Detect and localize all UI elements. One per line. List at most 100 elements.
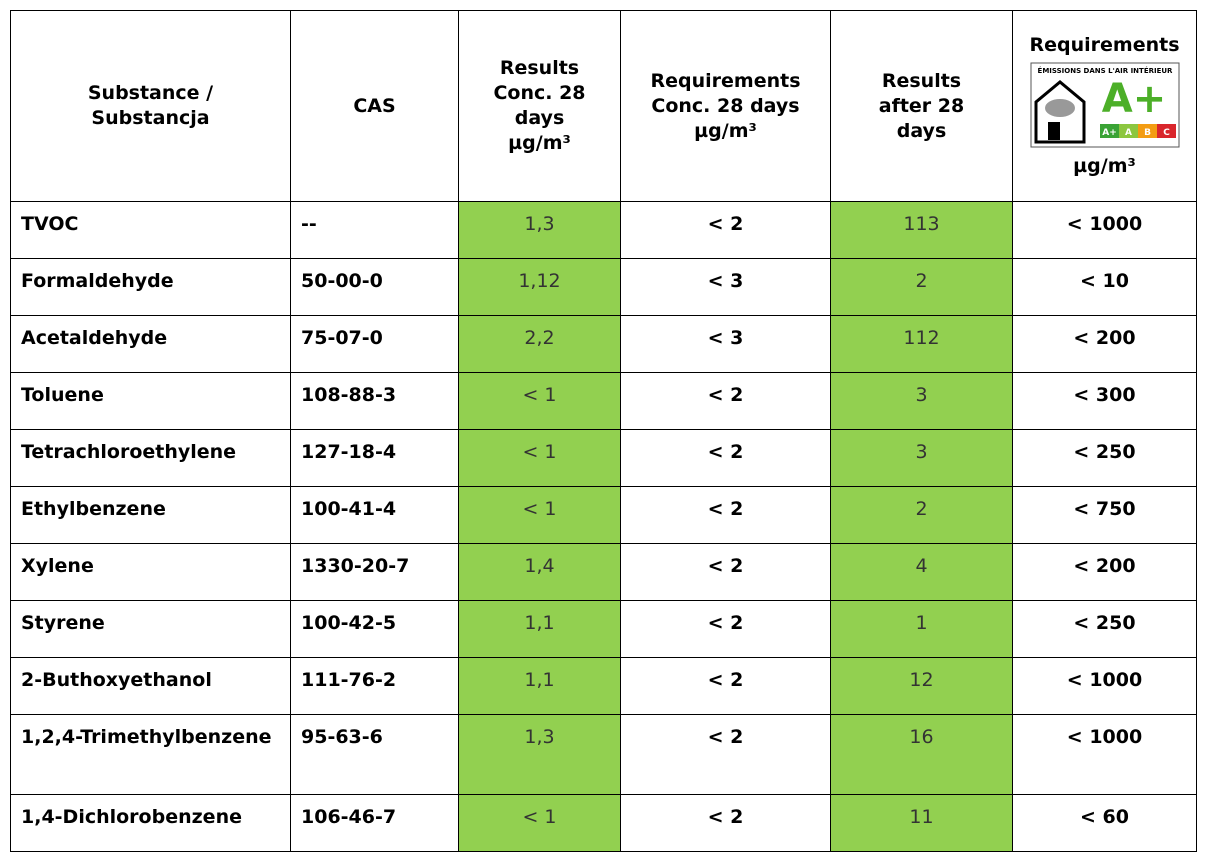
table-row: Tetrachloroethylene 127-18-4 < 1 < 2 3 < 250 [10,429,1197,487]
value-cell: < 300 [1012,372,1197,430]
value-cell: < 200 [1012,543,1197,601]
results-table: Substance / Substancja CAS Results Conc. 28 d… [10,10,1197,852]
header-line: Results [499,57,580,79]
value-cell: 106-46-7 [290,794,459,852]
value-cell: < 60 [1012,794,1197,852]
table-row: Ethylbenzene 100-41-4 < 1 < 2 2 < 750 [10,486,1197,544]
logo-class: B [1144,128,1151,138]
header-line: days [514,107,565,129]
header-cell: Results Conc. 28 days µg/m³ [458,10,621,202]
value-cell: < 1000 [1012,201,1197,259]
header-line: Conc. 28 days [651,94,800,117]
value-cell: 108-88-3 [290,372,459,430]
substance-cell: Styrene [10,600,291,658]
value-cell: < 2 [620,794,831,852]
logo-house [1034,80,1085,144]
value-cell: 1,4 [458,543,621,601]
value-cell: < 2 [620,486,831,544]
value-cell: < 2 [620,429,831,487]
header-line: days [896,119,947,142]
value-cell: 1,1 [458,657,621,715]
table-row: TVOC -- 1,3 < 2 113 < 1000 [10,201,1197,259]
value-cell: 75-07-0 [290,315,459,373]
logo-people [1047,122,1060,140]
substance-cell: TVOC [10,201,291,259]
value-cell: < 3 [620,315,831,373]
table-row: 1,2,4-Trimethylbenzene 95-63-6 1,3 < 2 16 < 1… [10,714,1197,795]
value-cell: 2 [830,486,1013,544]
header-line: µg/m³ [694,119,757,142]
header-cell: Requirements ÉMISSIONS DANS L'AIR INTÉRIE… [1012,10,1197,202]
header-line: Conc. 28 [493,82,586,104]
value-cell: < 1 [458,794,621,852]
value-cell: 1,1 [458,600,621,658]
substance-cell: Tetrachloroethylene [10,429,291,487]
value-cell: < 200 [1012,315,1197,373]
value-cell: < 3 [620,258,831,316]
value-cell: 111-76-2 [290,657,459,715]
substance-cell: 1,2,4-Trimethylbenzene [10,714,291,795]
logo-grade: A+ [1101,76,1165,122]
value-cell: < 1 [458,429,621,487]
header-cell: Requirements Conc. 28 days µg/m³ [620,10,831,202]
value-cell: < 250 [1012,600,1197,658]
value-cell: -- [290,201,459,259]
header-line: µg/m³ [1073,155,1136,177]
logo-class-box [1118,124,1138,138]
value-cell: 113 [830,201,1013,259]
substance-cell: Xylene [10,543,291,601]
value-cell: < 750 [1012,486,1197,544]
table-row: Formaldehyde 50-00-0 1,12 < 3 2 < 10 [10,258,1197,316]
header-line: Substancja [91,107,210,129]
table-row: Acetaldehyde 75-07-0 2,2 < 3 112 < 200 [10,315,1197,373]
table-row: Styrene 100-42-5 1,1 < 2 1 < 250 [10,600,1197,658]
logo-class-box [1137,124,1157,138]
value-cell: < 10 [1012,258,1197,316]
value-cell: < 2 [620,372,831,430]
value-cell: 2,2 [458,315,621,373]
header-line: after 28 [878,94,965,117]
logo-cloud [1044,99,1075,117]
value-cell: 100-41-4 [290,486,459,544]
substance-cell: Ethylbenzene [10,486,291,544]
header-row: Substance / Substancja CAS Results Conc. 28 d… [10,10,1197,202]
substance-cell: Acetaldehyde [10,315,291,373]
logo-class: C [1163,128,1170,138]
table-row: 2-Buthoxyethanol 111-76-2 1,1 < 2 12 < 1000 [10,657,1197,715]
value-cell: < 1 [458,372,621,430]
substance-cell: 2-Buthoxyethanol [10,657,291,715]
value-cell: < 2 [620,657,831,715]
value-cell: 2 [830,258,1013,316]
value-cell: < 1000 [1012,657,1197,715]
value-cell: < 2 [620,600,831,658]
logo-caption: ÉMISSIONS DANS L'AIR INTÉRIEUR [1037,66,1173,75]
logo-class-box [1156,124,1176,138]
logo-class: A+ [1102,128,1117,138]
logo-class-box [1099,124,1119,138]
substance-cell: Formaldehyde [10,258,291,316]
value-cell: 95-63-6 [290,714,459,795]
table-row: Xylene 1330-20-7 1,4 < 2 4 < 200 [10,543,1197,601]
value-cell: 1,12 [458,258,621,316]
header-line: µg/m³ [508,132,571,154]
header-line: Results [881,69,962,92]
value-cell: 1,3 [458,714,621,795]
header-cell: CAS [290,10,459,202]
value-cell: 4 [830,543,1013,601]
value-cell: 127-18-4 [290,429,459,487]
value-cell: < 2 [620,201,831,259]
value-cell: 11 [830,794,1013,852]
substance-cell: 1,4-Dichlorobenzene [10,794,291,852]
value-cell: 3 [830,429,1013,487]
header-line: Requirements [650,69,801,92]
value-cell: 1330-20-7 [290,543,459,601]
value-cell: 16 [830,714,1013,795]
table-row: 1,4-Dichlorobenzene 106-46-7 < 1 < 2 11 < 60 [10,794,1197,852]
logo-class: A [1125,128,1132,138]
substance-cell: Toluene [10,372,291,430]
value-cell: 3 [830,372,1013,430]
value-cell: 12 [830,657,1013,715]
